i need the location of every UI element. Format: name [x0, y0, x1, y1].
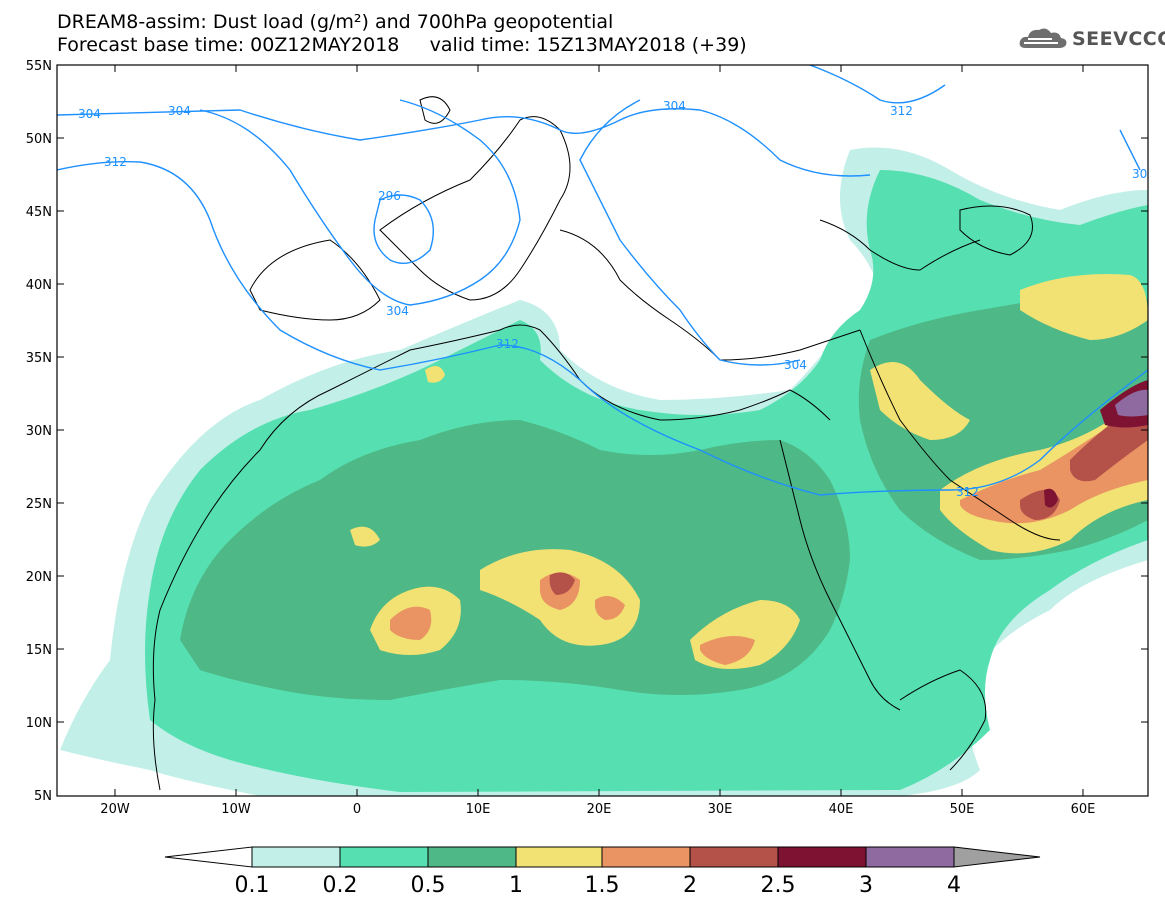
- dust-load-field: [57, 65, 1148, 796]
- contour-label: 304: [168, 104, 191, 118]
- lat-label: 10N: [26, 716, 52, 731]
- geopotential-contours: [57, 65, 1148, 496]
- cloud-icon: [1019, 28, 1067, 48]
- lat-label: 50N: [26, 132, 52, 147]
- lat-label: 20N: [26, 570, 52, 585]
- dust-band-3: [1115, 389, 1148, 417]
- contour-label: 304: [663, 99, 686, 113]
- dust-band-1-h: [350, 526, 380, 547]
- lat-label: 30N: [26, 424, 52, 439]
- lat-label: 5N: [34, 789, 52, 804]
- lon-label: 40E: [829, 802, 854, 817]
- contour-label: 312: [496, 337, 519, 351]
- lon-label: 10W: [221, 802, 251, 817]
- lat-label: 40N: [26, 278, 52, 293]
- contour-label: 312: [956, 485, 979, 499]
- lon-label: 20W: [100, 802, 130, 817]
- contour-label: 304: [386, 304, 409, 318]
- lon-label: 10E: [466, 802, 491, 817]
- lat-label: 35N: [26, 351, 52, 366]
- contour-label: 312: [890, 104, 913, 118]
- contour-label: 304: [78, 107, 101, 121]
- dust-band-1.5-d: [700, 636, 755, 665]
- lon-label: 20E: [587, 802, 612, 817]
- coastlines: [152, 96, 1061, 791]
- lat-label: 55N: [26, 59, 52, 74]
- dust-band-2: [549, 572, 575, 595]
- dust-band-2.5-b: [1044, 488, 1058, 508]
- lat-label: 45N: [26, 205, 52, 220]
- lat-label: 15N: [26, 643, 52, 658]
- dust-band-1-e: [870, 362, 970, 440]
- dust-band-1.5-e: [960, 400, 1148, 524]
- dust-band-1-d: [1020, 274, 1148, 340]
- lon-label: 30E: [708, 802, 733, 817]
- brand-logo: SEEVCCC: [1018, 26, 1165, 52]
- brand-name: SEEVCCC: [1072, 28, 1165, 50]
- contour-label: 312: [104, 155, 127, 169]
- dust-band-1.5: [390, 606, 432, 640]
- dust-band-1-g: [425, 366, 445, 383]
- contour-label: 296: [378, 189, 401, 203]
- lon-label: 0: [353, 802, 361, 817]
- map-title: DREAM8-assim: Dust load (g/m²) and 700hP…: [57, 11, 614, 33]
- forecast-times: Forecast base time: 00Z12MAY2018 valid t…: [57, 34, 747, 56]
- contour-label: 304: [784, 358, 807, 372]
- dust-band-1.5-c: [595, 596, 625, 620]
- latitude-labels: 55N 50N 45N 40N 35N 30N 25N 20N 15N 10N …: [26, 59, 52, 804]
- contour-labels: 304 304 312 296 304 304 312 304 312 312 …: [78, 99, 1147, 499]
- lat-label: 25N: [26, 497, 52, 512]
- lon-label: 50E: [950, 802, 975, 817]
- longitude-labels: 20W 10W 0 10E 20E 30E 40E 50E 60E: [100, 802, 1095, 817]
- axis-ticks: [57, 64, 1148, 796]
- contour-label: 30: [1132, 167, 1147, 181]
- lon-label: 60E: [1071, 802, 1096, 817]
